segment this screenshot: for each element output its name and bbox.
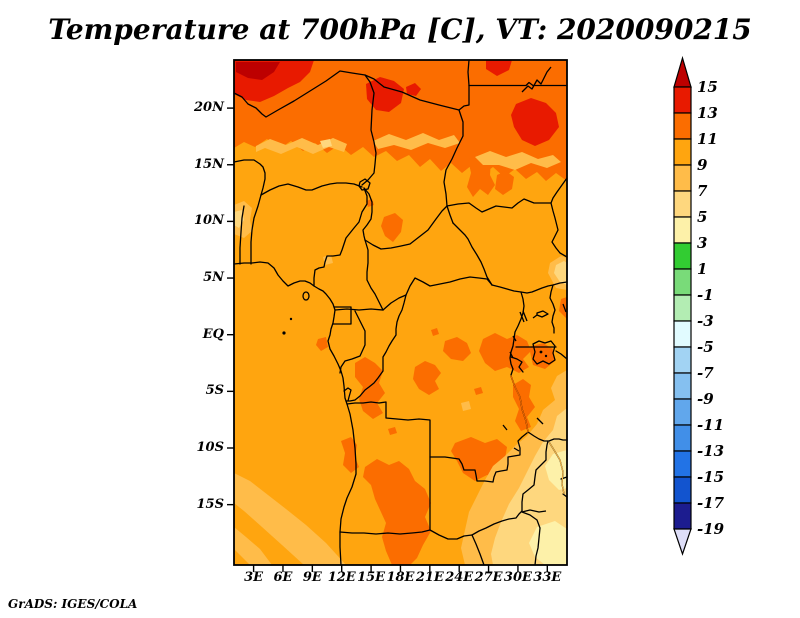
colorbar-label: 11 <box>697 130 718 148</box>
colorbar-segment <box>673 372 692 400</box>
colorbar-label: 9 <box>697 156 708 174</box>
colorbar-label: 13 <box>697 104 718 122</box>
colorbar-segment <box>673 190 692 218</box>
lakes-and-rivers <box>282 66 567 513</box>
colorbar-segment <box>673 86 692 114</box>
colorbar-under-arrow <box>673 528 692 556</box>
colorbar-label: 1 <box>697 260 708 278</box>
victoria-island <box>544 354 548 358</box>
lat-tick-label: EQ <box>202 326 224 342</box>
colorbar-segment <box>673 320 692 348</box>
colorbar-segment <box>673 476 692 504</box>
field-sahel-streaks-7-9 <box>234 133 567 290</box>
plot-title: Temperature at 700hPa [C], VT: 202009021… <box>48 13 752 46</box>
lon-tick-label: 27E <box>474 570 503 585</box>
lake-bangweulu <box>513 447 520 452</box>
colorbar-label: -17 <box>697 494 725 512</box>
colorbar-label: -15 <box>697 468 725 486</box>
lon-tick-label: 18E <box>386 570 415 585</box>
attribution: GrADS: IGES/COLA <box>8 597 138 611</box>
lon-tick-label: 3E <box>244 570 264 585</box>
colorbar-label: 3 <box>697 234 708 252</box>
victoria-island <box>539 350 543 354</box>
lake-victoria <box>532 340 556 365</box>
lake-edward <box>512 335 517 342</box>
colorbar-over-arrow <box>673 55 692 88</box>
colorbar-segment <box>673 164 692 192</box>
colorbar-segment <box>673 242 692 270</box>
lon-tick-label: 33E <box>533 570 562 585</box>
lake-kivu <box>509 351 514 359</box>
lake-tanganyika-inner <box>510 375 529 433</box>
lat-tick-label: 15S <box>196 496 224 512</box>
colorbar-label: -9 <box>697 390 714 408</box>
colorbar-segment <box>673 398 692 426</box>
temperature-map <box>227 59 568 572</box>
colorbar-segments <box>673 86 692 530</box>
colorbar-segment <box>673 502 692 530</box>
colorbar <box>673 55 692 556</box>
colorbar-label: -5 <box>697 338 714 356</box>
cahora-bassa <box>521 509 547 513</box>
colorbar-label: -3 <box>697 312 714 330</box>
lon-tick-label: 9E <box>302 570 322 585</box>
field-southeast-cool <box>461 370 567 565</box>
country-borders <box>233 59 568 566</box>
colorbar-segment <box>673 294 692 322</box>
lon-tick-label: 15E <box>357 570 386 585</box>
lon-tick-marks <box>252 565 548 572</box>
lon-tick-label: 21E <box>415 570 444 585</box>
lat-tick-label: 15N <box>194 156 224 172</box>
lake-rukwa <box>536 417 544 425</box>
colorbar-segment <box>673 216 692 244</box>
lon-tick-label: 30E <box>503 570 532 585</box>
colorbar-label: -11 <box>697 416 725 434</box>
colorbar-label: -7 <box>697 364 714 382</box>
field-hot-blobs-13-15 <box>234 60 559 146</box>
lat-tick-marks <box>227 107 234 506</box>
colorbar-label: -13 <box>697 442 725 460</box>
colorbar-segment <box>673 346 692 374</box>
lat-tick-label: 10N <box>194 213 224 229</box>
colorbar-label: 7 <box>697 182 708 200</box>
lake-mweru <box>502 424 508 431</box>
field-southwest-bands-7-9 <box>234 473 346 565</box>
lat-tick-label: 5N <box>203 270 224 286</box>
colorbar-label: -1 <box>697 286 714 304</box>
colorbar-segment <box>673 450 692 478</box>
colorbar-label: -19 <box>697 520 725 538</box>
lat-tick-label: 10S <box>196 440 224 455</box>
colorbar-segment <box>673 112 692 140</box>
colorbar-label: 5 <box>697 208 708 226</box>
lon-tick-label: 12E <box>327 570 356 585</box>
lat-tick-label: 20N <box>194 100 224 116</box>
colorbar-segment <box>673 424 692 452</box>
lake-turkana <box>562 303 567 313</box>
colorbar-label: 15 <box>697 78 718 96</box>
lon-tick-label: 6E <box>273 570 293 585</box>
sao-tome-island <box>282 331 286 335</box>
lake-chad <box>358 178 371 191</box>
principe-island <box>289 317 293 321</box>
bioko-island <box>302 291 310 301</box>
lake-albert <box>519 310 528 323</box>
lat-tick-label: 5S <box>205 383 224 399</box>
lake-kyoga <box>532 310 549 319</box>
colorbar-segment <box>673 138 692 166</box>
nile-river <box>521 66 552 93</box>
lon-tick-label: 24E <box>445 570 474 585</box>
colorbar-segment <box>673 268 692 296</box>
field-north-band-11-13 <box>234 60 567 242</box>
lake-malawi-inner <box>548 441 565 495</box>
